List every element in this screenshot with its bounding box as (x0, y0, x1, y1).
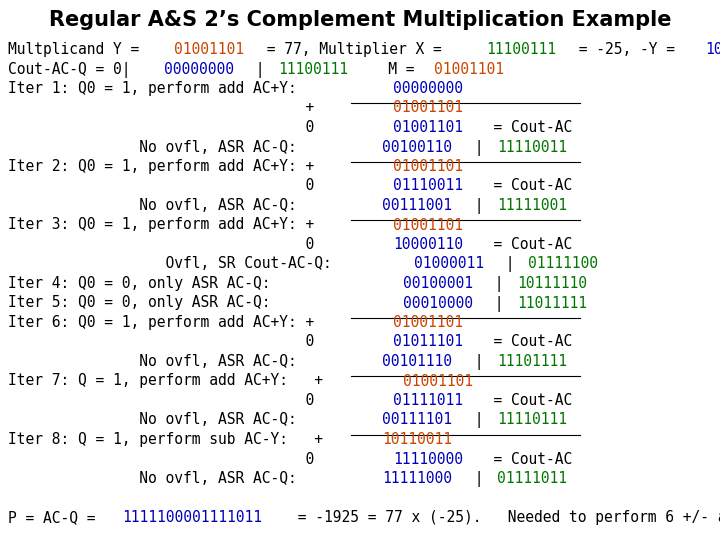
Text: 1111100001111011: 1111100001111011 (122, 510, 262, 525)
Text: No ovfl, ASR AC-Q:: No ovfl, ASR AC-Q: (8, 198, 323, 213)
Text: 00100001: 00100001 (403, 276, 473, 291)
Text: |: | (466, 354, 492, 370)
Text: 01001101: 01001101 (393, 159, 463, 174)
Text: |: | (466, 413, 492, 429)
Text: 00101110: 00101110 (382, 354, 452, 369)
Text: 00111001: 00111001 (382, 198, 452, 213)
Text: 10110011: 10110011 (382, 432, 452, 447)
Text: 01111011: 01111011 (393, 393, 463, 408)
Text: |: | (487, 276, 513, 292)
Text: Iter 2: Q0 = 1, perform add AC+Y: +: Iter 2: Q0 = 1, perform add AC+Y: + (8, 159, 332, 174)
Text: M =: M = (361, 62, 423, 77)
Text: 01000011: 01000011 (413, 256, 484, 272)
Text: = Cout-AC: = Cout-AC (476, 237, 572, 252)
Text: No ovfl, ASR AC-Q:: No ovfl, ASR AC-Q: (8, 139, 323, 154)
Text: 01001101: 01001101 (393, 218, 463, 233)
Text: 10000110: 10000110 (393, 237, 463, 252)
Text: 0: 0 (8, 237, 332, 252)
Text: 00111101: 00111101 (382, 413, 452, 428)
Text: |: | (487, 295, 513, 312)
Text: |: | (497, 256, 523, 273)
Text: 01111100: 01111100 (528, 256, 598, 272)
Text: Iter 1: Q0 = 1, perform add AC+Y:: Iter 1: Q0 = 1, perform add AC+Y: (8, 81, 332, 96)
Text: Iter 6: Q0 = 1, perform add AC+Y: +: Iter 6: Q0 = 1, perform add AC+Y: + (8, 315, 332, 330)
Text: 10111110: 10111110 (518, 276, 588, 291)
Text: Iter 8: Q = 1, perform sub AC-Y:   +: Iter 8: Q = 1, perform sub AC-Y: + (8, 432, 323, 447)
Text: Multplicand Y =: Multplicand Y = (8, 42, 148, 57)
Text: = Cout-AC: = Cout-AC (476, 179, 572, 193)
Text: = Cout-AC: = Cout-AC (476, 451, 572, 467)
Text: 00100110: 00100110 (382, 139, 452, 154)
Text: No ovfl, ASR AC-Q:: No ovfl, ASR AC-Q: (8, 471, 323, 486)
Text: 11111001: 11111001 (497, 198, 567, 213)
Text: 0: 0 (8, 451, 332, 467)
Text: Cout-AC-Q = 0|: Cout-AC-Q = 0| (8, 62, 139, 78)
Text: 11011111: 11011111 (518, 295, 588, 310)
Text: 0: 0 (8, 179, 332, 193)
Text: 11110011: 11110011 (497, 139, 567, 154)
Text: No ovfl, ASR AC-Q:: No ovfl, ASR AC-Q: (8, 354, 323, 369)
Text: = -25, -Y =: = -25, -Y = (570, 42, 683, 57)
Text: Iter 4: Q0 = 0, only ASR AC-Q:: Iter 4: Q0 = 0, only ASR AC-Q: (8, 276, 341, 291)
Text: |: | (466, 198, 492, 214)
Text: = -1925 = 77 x (-25).   Needed to perform 6 +/- and 8 shifts: = -1925 = 77 x (-25). Needed to perform … (289, 510, 720, 525)
Text: 10110011: 10110011 (705, 42, 720, 57)
Text: 00010000: 00010000 (403, 295, 473, 310)
Text: 11100111: 11100111 (279, 62, 348, 77)
Text: |: | (466, 471, 492, 487)
Text: 01001101: 01001101 (393, 315, 463, 330)
Text: 01110011: 01110011 (393, 179, 463, 193)
Text: 11111000: 11111000 (382, 471, 452, 486)
Text: Iter 7: Q = 1, perform add AC+Y:   +: Iter 7: Q = 1, perform add AC+Y: + (8, 374, 341, 388)
Text: 01001101: 01001101 (403, 374, 473, 388)
Text: = 77, Multiplier X =: = 77, Multiplier X = (258, 42, 450, 57)
Text: 00000000: 00000000 (393, 81, 463, 96)
Text: 11100111: 11100111 (487, 42, 557, 57)
Text: 00000000: 00000000 (164, 62, 234, 77)
Text: 01001101: 01001101 (174, 42, 244, 57)
Text: Ovfl, SR Cout-AC-Q:: Ovfl, SR Cout-AC-Q: (8, 256, 349, 272)
Text: P = AC-Q =: P = AC-Q = (8, 510, 104, 525)
Text: = Cout-AC: = Cout-AC (476, 393, 572, 408)
Text: 01111011: 01111011 (497, 471, 567, 486)
Text: = Cout-AC: = Cout-AC (476, 334, 572, 349)
Text: 11101111: 11101111 (497, 354, 567, 369)
Text: 0: 0 (8, 120, 332, 135)
Text: Iter 3: Q0 = 1, perform add AC+Y: +: Iter 3: Q0 = 1, perform add AC+Y: + (8, 218, 332, 233)
Text: |: | (466, 139, 492, 156)
Text: 01001101: 01001101 (434, 62, 505, 77)
Text: No ovfl, ASR AC-Q:: No ovfl, ASR AC-Q: (8, 413, 323, 428)
Text: 0: 0 (8, 334, 332, 349)
Text: 01001101: 01001101 (393, 120, 463, 135)
Text: Iter 5: Q0 = 0, only ASR AC-Q:: Iter 5: Q0 = 0, only ASR AC-Q: (8, 295, 341, 310)
Text: 01001101: 01001101 (393, 100, 463, 116)
Text: 0: 0 (8, 393, 332, 408)
Text: 11110000: 11110000 (393, 451, 463, 467)
Text: +: + (8, 100, 332, 116)
Text: 01011101: 01011101 (393, 334, 463, 349)
Text: 11110111: 11110111 (497, 413, 567, 428)
Text: |: | (247, 62, 274, 78)
Text: = Cout-AC: = Cout-AC (476, 120, 572, 135)
Text: Regular A&S 2’s Complement Multiplication Example: Regular A&S 2’s Complement Multiplicatio… (49, 10, 671, 30)
